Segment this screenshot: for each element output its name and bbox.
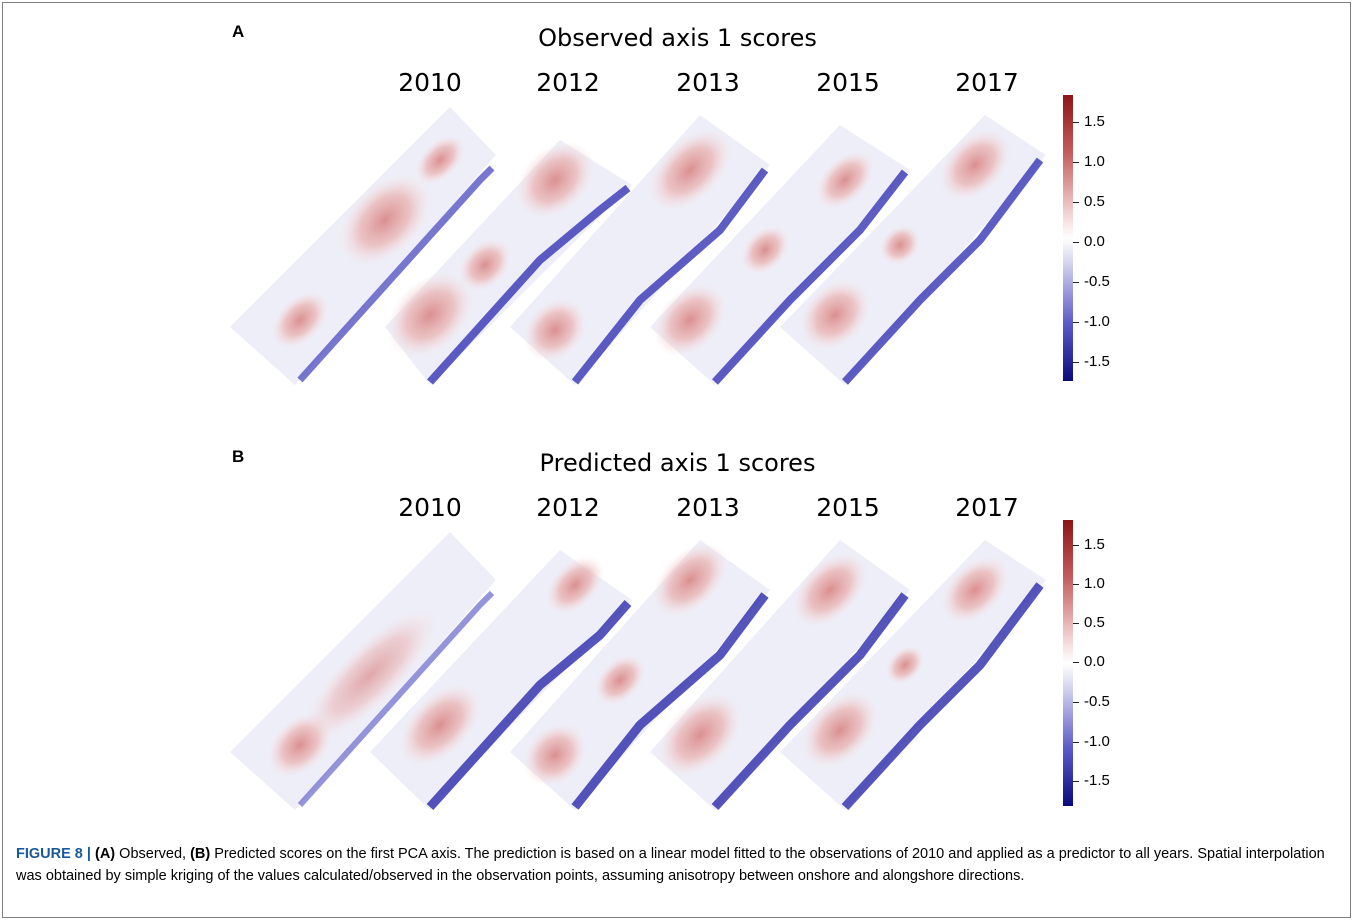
year-label: 2012 <box>536 493 600 522</box>
tick-label: 1.5 <box>1084 536 1105 553</box>
year-label: 2015 <box>816 68 880 97</box>
map-2010 <box>230 107 496 385</box>
score-maps <box>230 107 1046 385</box>
score-maps <box>230 532 1046 811</box>
tick-label: -1.5 <box>1084 772 1110 789</box>
year-label: 2012 <box>536 68 600 97</box>
caption-a-text: Observed, <box>115 846 191 862</box>
year-label: 2017 <box>955 68 1019 97</box>
panel-letter: A <box>232 22 245 41</box>
panel-title: Predicted axis 1 scores <box>539 449 816 477</box>
tick-label: 0.5 <box>1084 614 1105 631</box>
tick-label: -1.0 <box>1084 733 1110 750</box>
year-label: 2010 <box>398 68 462 97</box>
map-2015 <box>650 540 910 811</box>
panel-b: B Predicted axis 1 scores 2010 2012 2013… <box>0 425 1355 835</box>
tick-label: 1.0 <box>1084 153 1105 170</box>
year-label: 2013 <box>676 493 740 522</box>
map-2013 <box>510 115 770 385</box>
tick-label: -0.5 <box>1084 693 1110 710</box>
year-label: 2017 <box>955 493 1019 522</box>
caption-body: Predicted scores on the first PCA axis. … <box>16 846 1325 884</box>
tick-label: -1.0 <box>1084 313 1110 330</box>
tick-label: 0.0 <box>1084 233 1105 250</box>
tick-label: 0.5 <box>1084 193 1105 210</box>
figure-caption: FIGURE 8 | (A) Observed, (B) Predicted s… <box>16 843 1341 887</box>
colorbar <box>1063 95 1073 381</box>
colorbar <box>1063 520 1073 806</box>
tick-label: 0.0 <box>1084 653 1105 670</box>
map-2012 <box>385 140 632 385</box>
tick-label: 1.0 <box>1084 575 1105 592</box>
tick-label: -1.5 <box>1084 353 1110 370</box>
tick-label: 1.5 <box>1084 113 1105 130</box>
map-2017 <box>780 540 1046 811</box>
tick-label: -0.5 <box>1084 273 1110 290</box>
map-2015 <box>650 125 910 385</box>
caption-b-label: (B) <box>190 846 211 862</box>
panel-letter: B <box>232 447 245 466</box>
figure-label: FIGURE 8 | <box>16 846 91 862</box>
map-2010 <box>230 532 496 810</box>
caption-a-label: (A) <box>95 846 116 862</box>
map-2013 <box>510 540 770 810</box>
year-label: 2015 <box>816 493 880 522</box>
map-2012 <box>370 550 632 811</box>
panel-a: A Observed axis 1 scores 2010 2012 2013 … <box>0 0 1355 410</box>
panel-title: Observed axis 1 scores <box>538 24 817 52</box>
map-2017 <box>780 115 1046 385</box>
year-label: 2010 <box>398 493 462 522</box>
year-label: 2013 <box>676 68 740 97</box>
